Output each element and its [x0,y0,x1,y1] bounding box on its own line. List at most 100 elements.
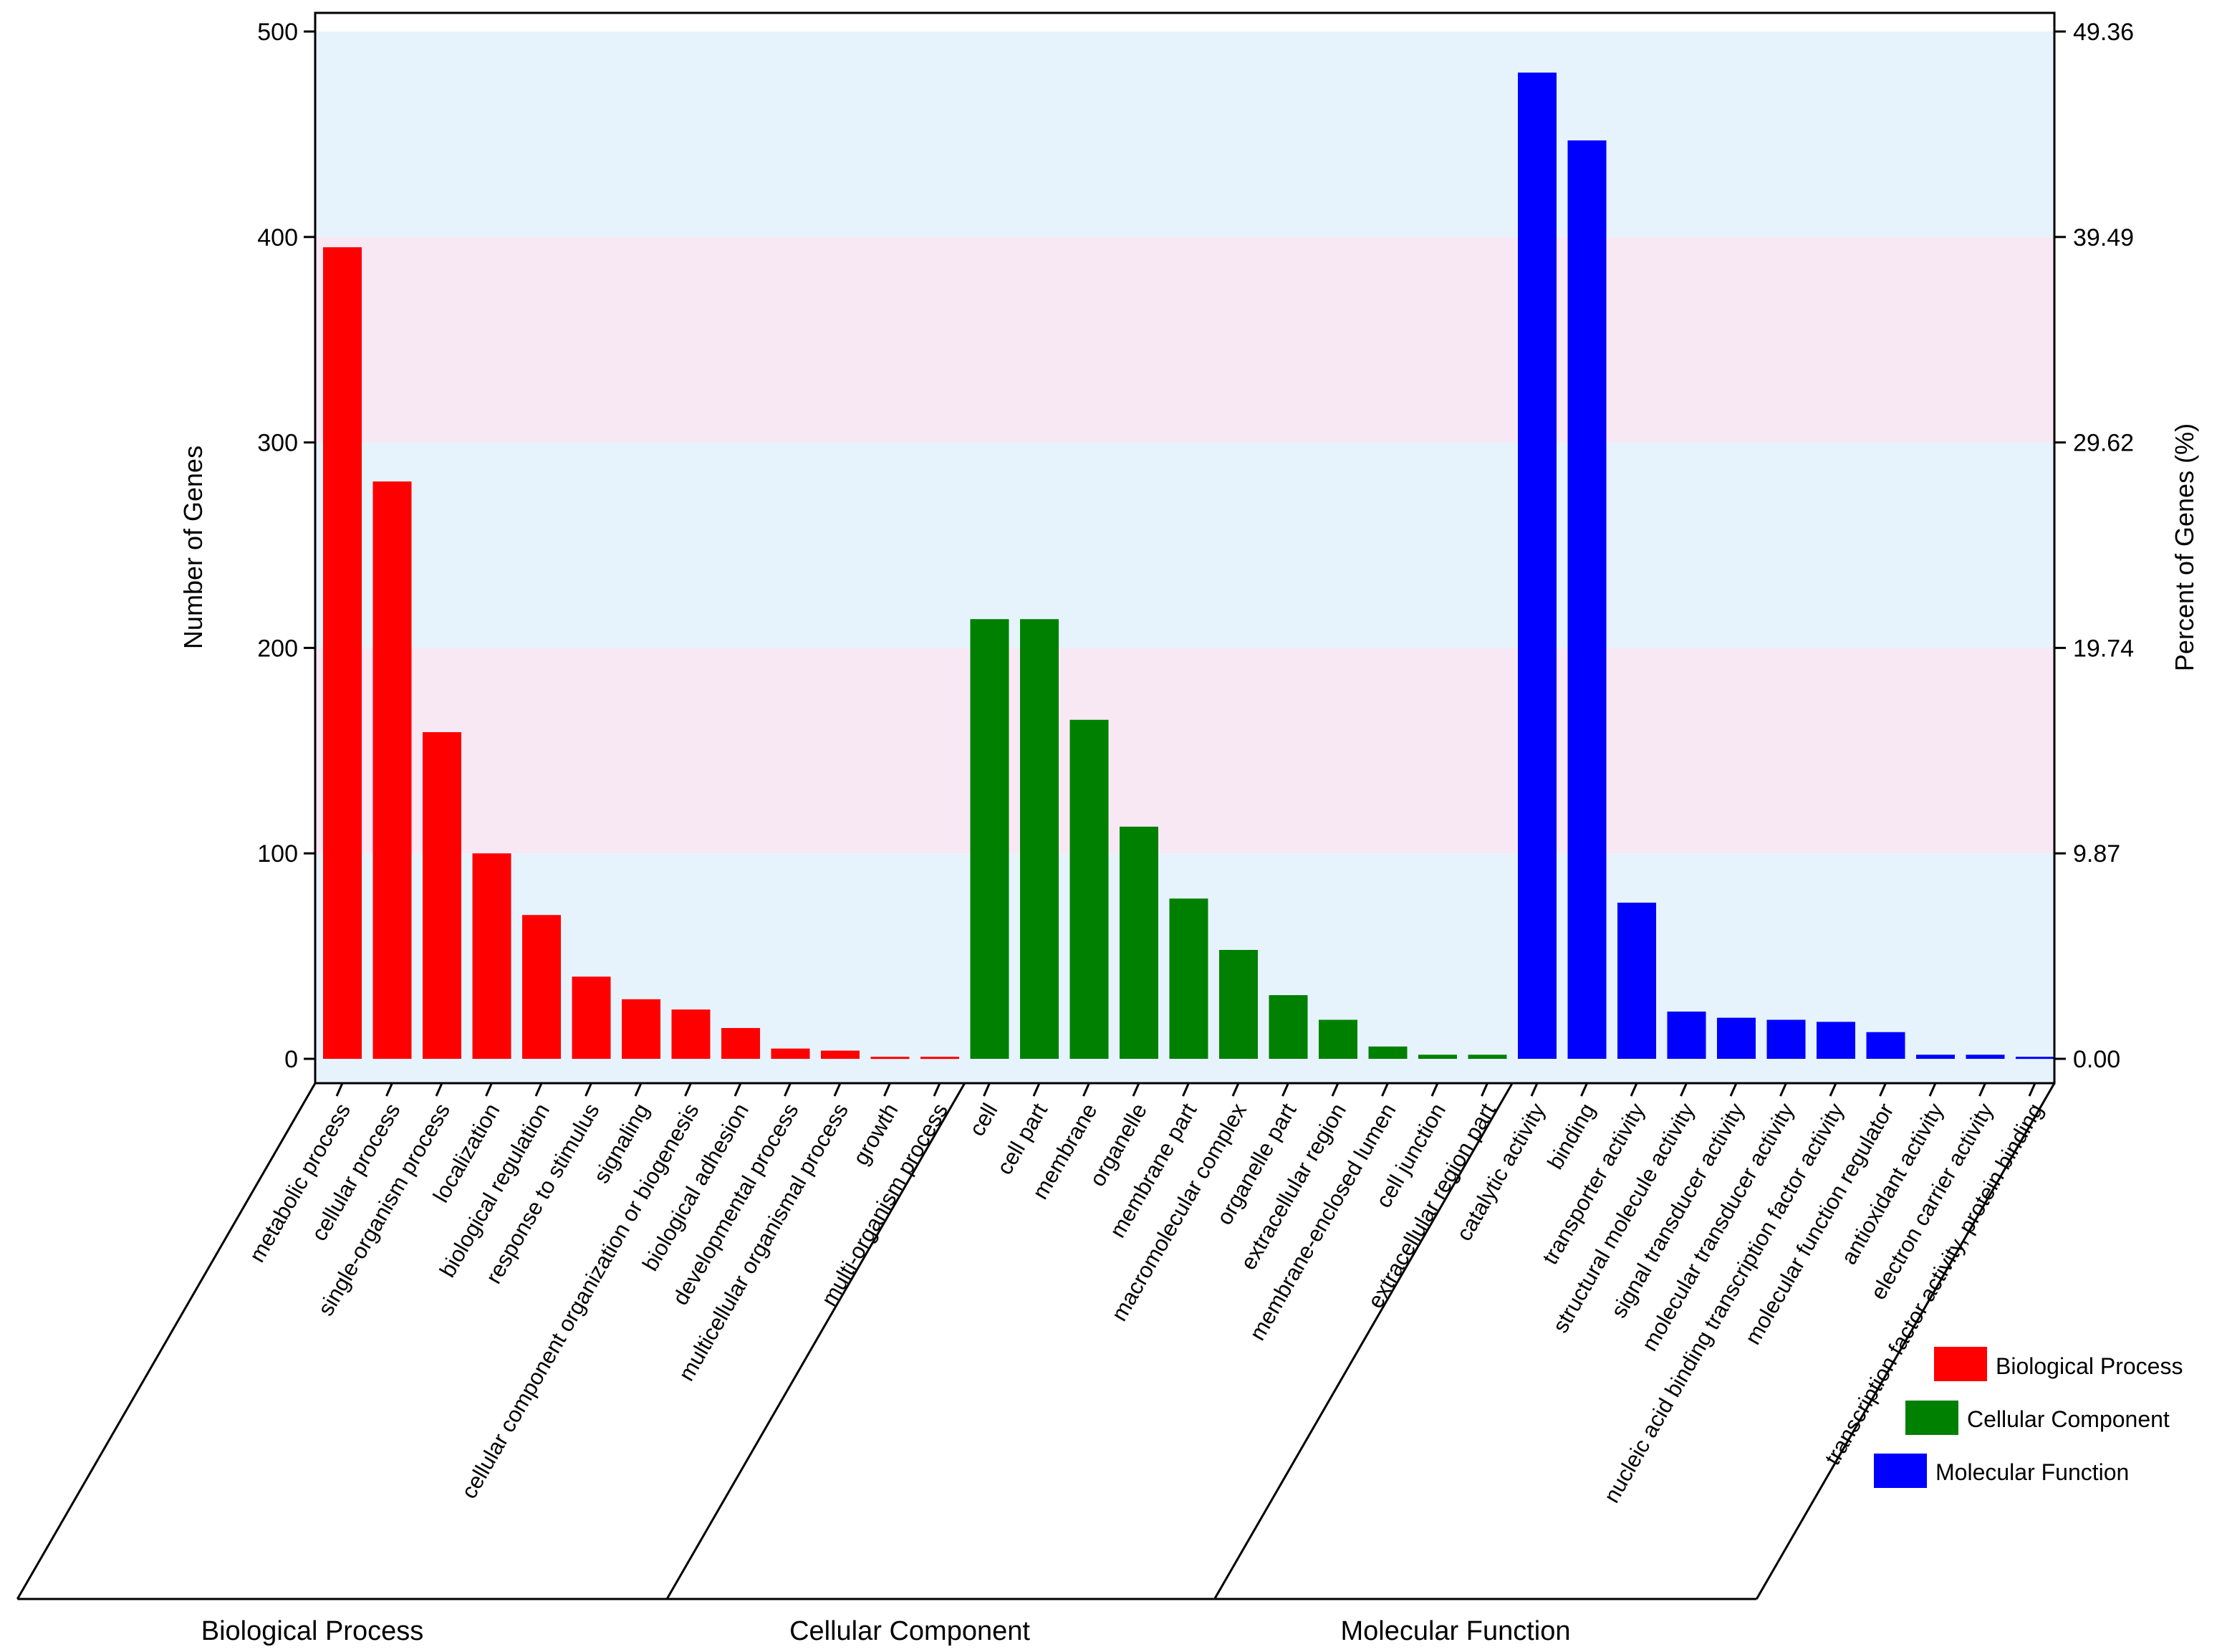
bar-multi-organism-process [920,1057,959,1060]
y-axis-label-right: Percent of Genes (%) [2170,423,2199,671]
x-tick [1331,1082,1340,1097]
bar-cellular-process [372,481,412,1059]
group-labels: Biological Process Cellular Component Mo… [201,1616,1571,1646]
legend: Biological Process Cellular Component Mo… [1874,1347,2183,1488]
left-tick-label: 200 [257,635,298,662]
left-tick-label: 500 [257,19,298,46]
bar-organelle-part [1269,995,1308,1059]
x-label-cell: cell [964,1099,1003,1140]
left-axis: 0 100 200 300 400 500 [257,19,315,1073]
x-tick [1779,1082,1787,1097]
bar-developmental-process [771,1048,810,1059]
group-divider [16,1082,317,1600]
y-axis-label-left: Number of Genes [178,446,208,649]
bar-localization [472,853,511,1059]
plot-frame [314,11,2056,1085]
bar-signal-transducer-activity [1717,1017,1756,1059]
legend-label-biological-process: Biological Process [1996,1353,2183,1379]
bar-binding [1567,140,1607,1059]
x-tick [485,1082,493,1097]
x-label-cellular-component-organization-or-biogenesis: cellular component organization or bioge… [456,1099,704,1503]
x-tick [1032,1082,1041,1097]
right-tick-label: 0.00 [2073,1046,2120,1073]
x-tick [1928,1082,1937,1097]
background-band [315,648,2054,854]
bar-macromolecular-complex [1219,949,1258,1059]
legend-label-molecular-function: Molecular Function [1935,1459,2129,1485]
bar-membrane-enclosed-lumen [1368,1046,1408,1059]
group-divider [1756,1082,2056,1600]
background-band [315,236,2054,443]
right-tick-label: 49.36 [2073,19,2134,46]
x-tick [1381,1082,1389,1097]
bar-nucleic-acid-binding-transcription-factor-activity [1817,1022,1855,1059]
bar-extracellular-region-part [1468,1055,1507,1059]
x-axis [335,1082,2036,1097]
x-tick [435,1082,443,1097]
background-band [315,442,2054,648]
bar-single-organism-process [423,731,461,1059]
bar-biological-adhesion [721,1027,760,1059]
x-tick [534,1082,543,1097]
bar-extracellular-region [1319,1019,1357,1059]
bar-cell-junction [1418,1055,1457,1059]
x-tick [1630,1082,1638,1097]
x-tick [1182,1082,1190,1097]
x-tick [585,1082,592,1097]
bar-transcription-factor-activity-protein-binding [2016,1057,2054,1060]
x-tick [1281,1082,1289,1097]
x-tick [1680,1082,1688,1097]
bar-antioxidant-activity [1916,1055,1955,1059]
x-tick [1978,1082,1986,1097]
bar-growth [870,1057,910,1060]
bar-cell-part [1020,619,1059,1059]
bar-cell [970,619,1009,1059]
group-label-biological-process: Biological Process [201,1616,423,1646]
x-tick [983,1082,991,1097]
left-tick-label: 0 [284,1046,298,1073]
bar-multicellular-organismal-process [821,1050,860,1059]
bars [323,72,2054,1060]
group-label-molecular-function: Molecular Function [1340,1616,1570,1646]
bar-cellular-component-organization-or-biogenesis [671,1009,711,1059]
x-tick [1729,1082,1738,1097]
group-label-cellular-component: Cellular Component [789,1616,1030,1646]
bar-transporter-activity [1617,903,1656,1059]
legend-swatch-biological-process [1934,1347,1987,1381]
x-tick [933,1082,941,1097]
x-tick [1082,1082,1090,1097]
right-tick-label: 39.49 [2073,224,2134,251]
x-tick [634,1082,643,1097]
x-tick [734,1082,742,1097]
bar-membrane [1069,719,1109,1059]
right-tick-label: 19.74 [2073,635,2134,662]
x-tick [1231,1082,1240,1097]
x-tick [684,1082,692,1097]
x-tick [1580,1082,1588,1097]
bar-catalytic-activity [1518,72,1557,1060]
legend-swatch-molecular-function [1874,1454,1927,1488]
x-tick [833,1082,842,1097]
x-tick [385,1082,393,1097]
x-tick [1829,1082,1837,1097]
left-tick-label: 400 [257,224,298,251]
bar-biological-regulation [522,915,561,1059]
group-divider [1213,1082,1514,1600]
x-tick [2028,1082,2036,1097]
x-tick [1430,1082,1439,1097]
right-axis: 0.00 9.87 19.74 29.62 39.49 49.36 [2054,19,2134,1073]
right-tick-label: 29.62 [2073,430,2134,457]
legend-swatch-cellular-component [1905,1401,1958,1435]
x-tick [1530,1082,1539,1097]
bar-organelle [1120,826,1158,1059]
x-tick [784,1082,792,1097]
bar-response-to-stimulus [572,976,611,1059]
left-tick-label: 100 [257,840,298,868]
background-band [315,32,2054,237]
x-tick [335,1082,344,1097]
bar-molecular-function-regulator [1866,1032,1905,1059]
group-brackets [16,1082,2056,1600]
x-tick [883,1082,891,1097]
